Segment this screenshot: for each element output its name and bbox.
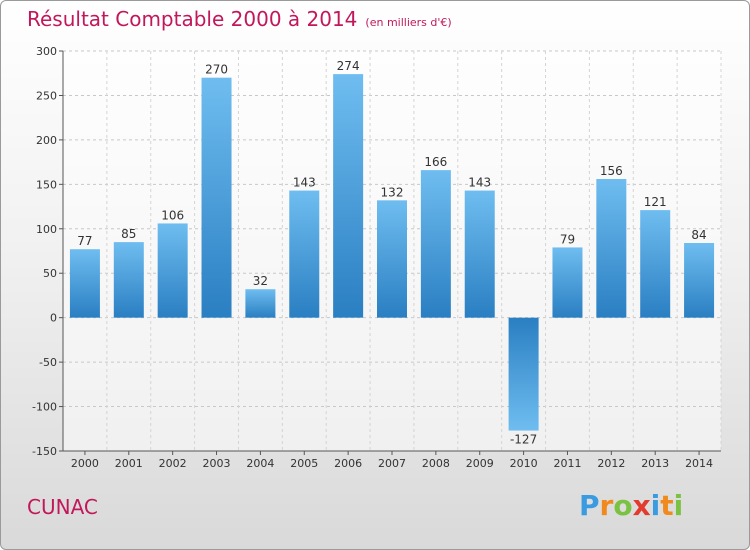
x-tick-label: 2003 [203, 457, 231, 470]
bar-2008 [420, 170, 451, 318]
logo-letter: r [599, 489, 614, 522]
proxiti-logo: Proxiti [579, 489, 683, 522]
logo-letter: x [632, 489, 651, 522]
y-tick-label: -150 [32, 445, 57, 458]
chart-subtitle: (en milliers d'€) [365, 16, 452, 29]
x-tick-label: 2000 [71, 457, 99, 470]
y-tick-label: 150 [36, 178, 57, 191]
data-label-2010: -127 [510, 433, 537, 447]
data-label-2011: 79 [560, 232, 575, 246]
bar-2001 [113, 242, 144, 318]
bar-2011 [552, 247, 583, 318]
data-label-2008: 166 [424, 155, 447, 169]
y-tick-label: 300 [36, 45, 57, 58]
commune-name: CUNAC [27, 495, 98, 519]
bar-2005 [289, 190, 320, 318]
x-tick-label: 2001 [115, 457, 143, 470]
x-tick-label: 2008 [422, 457, 450, 470]
bar-2004 [245, 289, 276, 318]
data-label-2000: 77 [77, 234, 92, 248]
bar-2000 [69, 249, 100, 318]
logo-letter: t [660, 489, 674, 522]
x-tick-label: 2012 [597, 457, 625, 470]
labels: 77 85 106 270 32 143 274 132 166 143 -127 79 156 121 8… [77, 59, 706, 446]
logo-letter: i [673, 489, 684, 522]
data-label-2004: 32 [253, 274, 268, 288]
bars [69, 74, 715, 431]
bar-2002 [157, 223, 188, 318]
bar-2013 [640, 210, 671, 318]
data-label-2009: 143 [468, 176, 491, 190]
bar-2012 [596, 179, 627, 318]
axes: 300 250 200 150 100 50 0 -50 -100 -150 2000 2001 200… [32, 45, 721, 470]
bar-2014 [684, 243, 715, 318]
logo-letter: o [613, 489, 633, 522]
data-label-2001: 85 [121, 227, 136, 241]
x-tick-label: 2010 [510, 457, 538, 470]
data-label-2014: 84 [691, 228, 706, 242]
y-tick-label: 200 [36, 134, 57, 147]
x-tick-label: 2004 [246, 457, 274, 470]
chart-title: Résultat Comptable 2000 à 2014 (en millie… [27, 7, 452, 31]
data-label-2007: 132 [381, 185, 404, 199]
bar-2006 [333, 74, 364, 318]
bar-2009 [464, 190, 495, 318]
x-tick-label: 2002 [159, 457, 187, 470]
x-tick-label: 2011 [553, 457, 581, 470]
data-label-2003: 270 [205, 63, 228, 77]
y-tick-label: 0 [50, 312, 57, 325]
y-tick-label: 50 [43, 267, 57, 280]
x-tick-label: 2009 [466, 457, 494, 470]
y-tick-label: -50 [39, 356, 57, 369]
x-tick-label: 2005 [290, 457, 318, 470]
y-tick-label: -100 [32, 401, 57, 414]
logo-letter: P [579, 489, 600, 522]
y-tick-label: 100 [36, 223, 57, 236]
x-tick-label: 2006 [334, 457, 362, 470]
data-label-2005: 143 [293, 176, 316, 190]
chart-title-text: Résultat Comptable 2000 à 2014 [27, 7, 358, 31]
data-label-2012: 156 [600, 164, 623, 178]
bar-2007 [377, 200, 407, 318]
data-label-2013: 121 [644, 195, 667, 209]
data-label-2002: 106 [161, 208, 184, 222]
logo-letter: i [650, 489, 661, 522]
x-tick-label: 2013 [641, 457, 669, 470]
y-tick-label: 250 [36, 89, 57, 102]
bar-2003 [201, 77, 232, 318]
x-tick-label: 2007 [378, 457, 406, 470]
bar-2010 [508, 317, 539, 431]
data-label-2006: 274 [337, 59, 360, 73]
x-tick-label: 2014 [685, 457, 713, 470]
